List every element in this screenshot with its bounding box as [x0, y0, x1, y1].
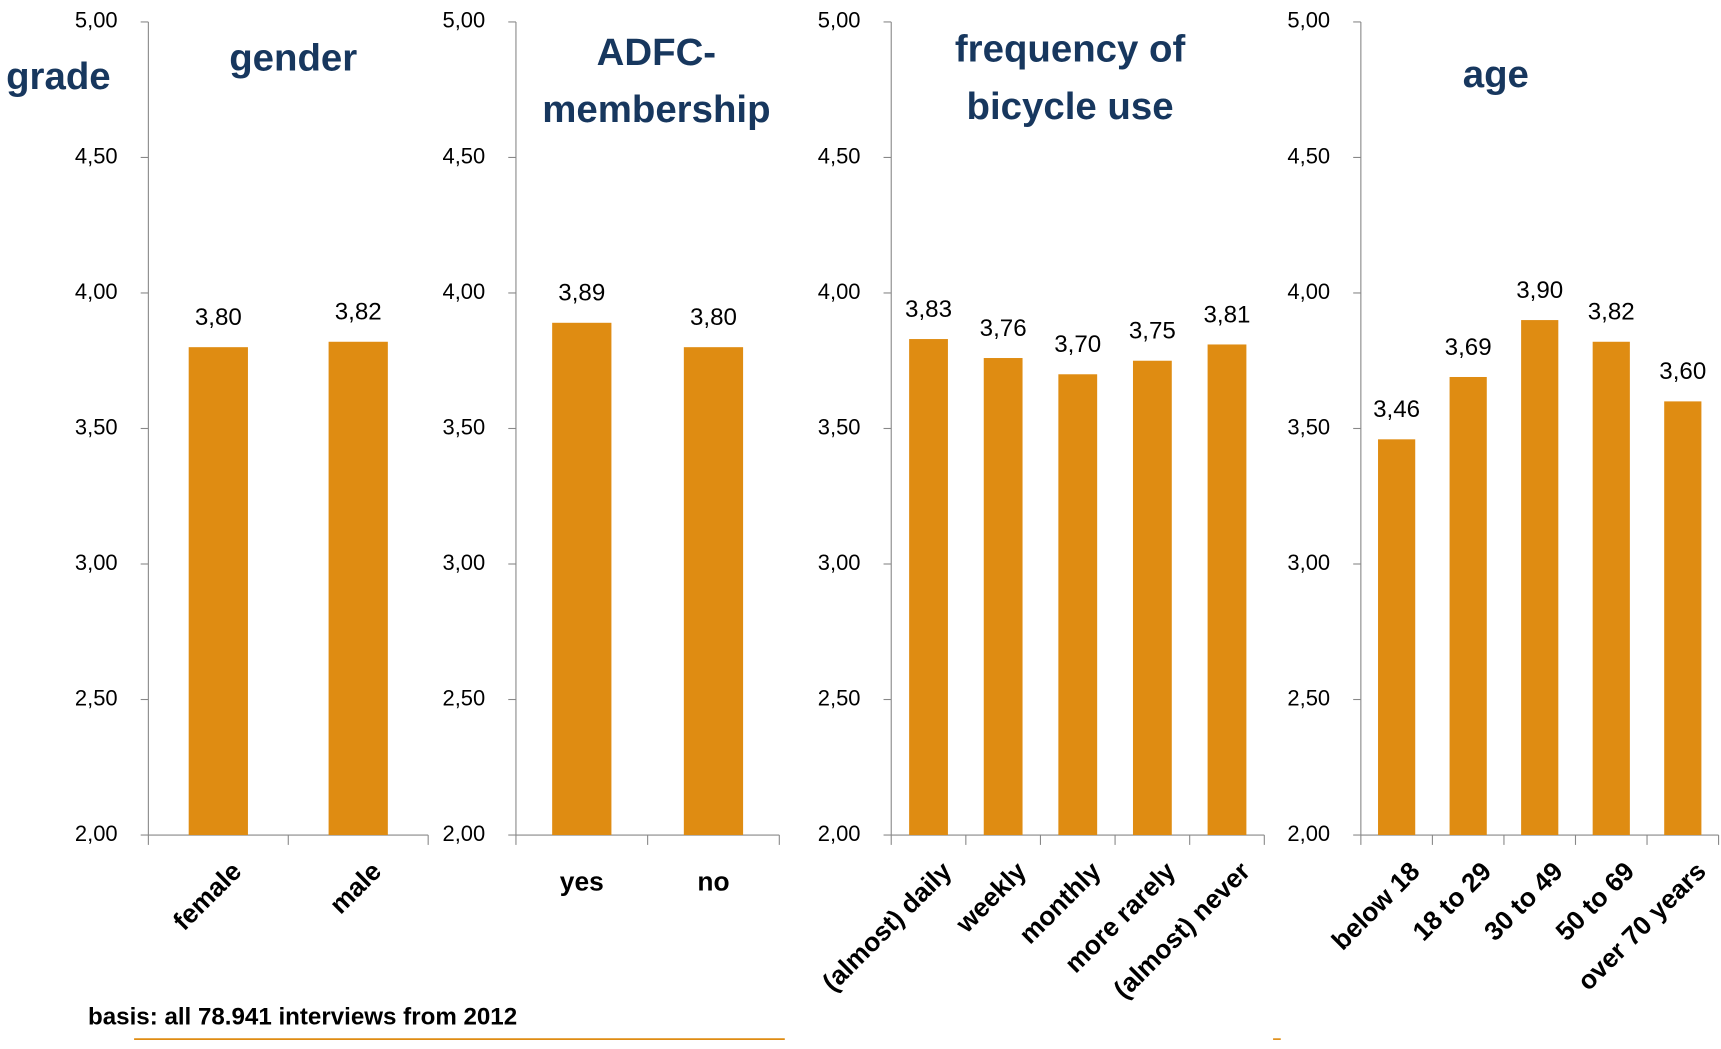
x-tick-label: yes — [560, 866, 604, 896]
chart-title: frequency of — [955, 28, 1186, 71]
chart-title: bicycle use — [967, 85, 1174, 128]
y-tick-label: 4,50 — [818, 143, 861, 168]
y-tick-label: 4,50 — [75, 143, 118, 168]
bar — [909, 339, 948, 836]
chart-title: age — [1463, 53, 1529, 96]
y-tick-label: 3,50 — [818, 414, 861, 439]
value-label: 3,82 — [1588, 299, 1635, 326]
value-label: 3,70 — [1054, 331, 1101, 358]
x-tick-label: (almost) daily — [816, 856, 957, 997]
y-tick-label: 3,00 — [443, 550, 486, 575]
bar — [188, 347, 248, 836]
y-tick-label: 2,00 — [1287, 821, 1330, 846]
bar — [1664, 401, 1702, 836]
x-tick-label: female — [167, 856, 247, 936]
y-tick-label: 4,50 — [1287, 143, 1330, 168]
y-tick-label: 2,50 — [443, 685, 486, 710]
y-axis-label: grade — [6, 55, 111, 98]
bar — [1592, 341, 1630, 836]
y-tick-label: 5,00 — [75, 8, 118, 33]
value-label: 3,90 — [1516, 277, 1563, 304]
y-tick-label: 2,00 — [75, 821, 118, 846]
x-tick-label: 30 to 49 — [1478, 856, 1569, 947]
bar — [983, 358, 1023, 836]
value-label: 3,76 — [980, 315, 1027, 342]
y-tick-label: 3,50 — [1287, 414, 1330, 439]
x-tick-label: (almost) never — [1107, 856, 1255, 1004]
x-tick-label: no — [697, 866, 729, 896]
bar — [1132, 360, 1172, 836]
value-label: 3,83 — [905, 296, 952, 323]
bar — [552, 322, 612, 836]
bar — [1449, 376, 1487, 836]
value-label: 3,75 — [1129, 318, 1176, 345]
y-tick-label: 3,50 — [75, 414, 118, 439]
y-tick-label: 4,00 — [1287, 279, 1330, 304]
y-tick-label: 3,00 — [75, 550, 118, 575]
value-label: 3,89 — [558, 280, 605, 307]
y-tick-label: 2,00 — [443, 821, 486, 846]
bar — [1207, 344, 1247, 836]
bar — [1378, 439, 1416, 836]
y-tick-label: 2,50 — [1287, 685, 1330, 710]
y-tick-label: 2,50 — [75, 685, 118, 710]
x-tick-label: 18 to 29 — [1407, 856, 1498, 947]
y-tick-label: 2,50 — [818, 685, 861, 710]
x-tick-label: below 18 — [1326, 856, 1426, 956]
y-tick-label: 5,00 — [443, 8, 486, 33]
value-label: 3,81 — [1204, 301, 1251, 328]
chart-title: ADFC- — [597, 31, 716, 74]
y-tick-label: 4,50 — [443, 143, 486, 168]
x-tick-label: over 70 years — [1571, 856, 1711, 996]
footnote: basis: all 78.941 interviews from 2012 — [88, 1004, 517, 1031]
value-label: 3,60 — [1659, 358, 1706, 385]
bar — [1521, 320, 1559, 836]
value-label: 3,46 — [1373, 396, 1420, 423]
chart-title: membership — [542, 88, 770, 131]
bar — [328, 341, 388, 836]
y-tick-label: 3,00 — [818, 550, 861, 575]
y-tick-label: 4,00 — [75, 279, 118, 304]
y-tick-label: 4,00 — [818, 279, 861, 304]
bar — [1058, 374, 1098, 836]
y-tick-label: 4,00 — [443, 279, 486, 304]
y-tick-label: 3,00 — [1287, 550, 1330, 575]
y-tick-label: 5,00 — [1287, 8, 1330, 33]
value-label: 3,82 — [335, 299, 382, 326]
value-label: 3,69 — [1445, 334, 1492, 361]
y-tick-label: 2,00 — [818, 821, 861, 846]
x-tick-label: male — [323, 856, 387, 920]
value-label: 3,80 — [690, 304, 737, 331]
y-tick-label: 5,00 — [818, 8, 861, 33]
y-tick-label: 3,50 — [443, 414, 486, 439]
value-label: 3,80 — [195, 304, 242, 331]
chart-title: gender — [229, 36, 357, 79]
bar — [683, 347, 744, 836]
